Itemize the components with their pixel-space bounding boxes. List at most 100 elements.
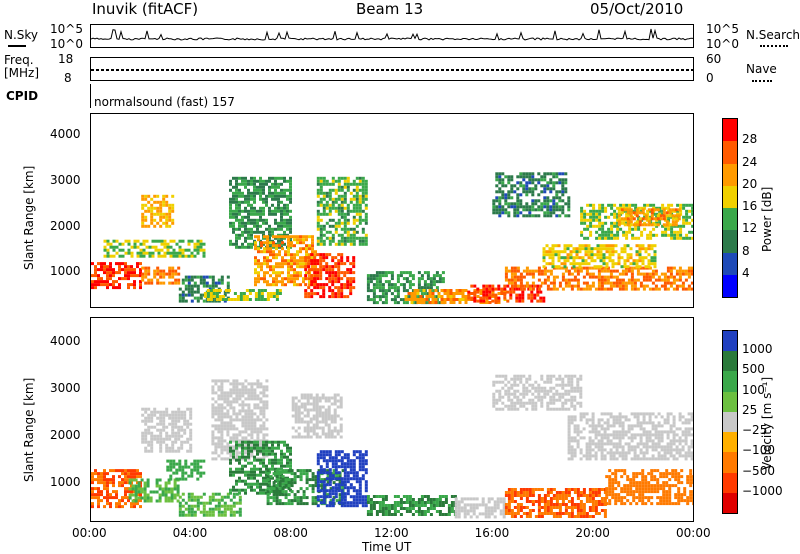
velocity-colorbar-tick: −500 bbox=[742, 463, 775, 478]
velocity-region bbox=[166, 459, 206, 481]
x-axis-tick: 16:00 bbox=[474, 526, 510, 540]
velocity-region bbox=[229, 440, 292, 495]
power-colorbar-segment bbox=[723, 163, 737, 186]
velocity-colorbar-tick: 500 bbox=[742, 362, 765, 377]
nsearch-tick-high: 10^5 bbox=[706, 22, 739, 36]
nave-tick-low: 0 bbox=[706, 71, 714, 85]
power-y-tick-4000: 4000 bbox=[50, 127, 81, 141]
power-colorbar-tick: 20 bbox=[742, 176, 758, 191]
power-colorbar-segment bbox=[723, 274, 737, 297]
power-colorbar-segment bbox=[723, 252, 737, 275]
power-heatmap bbox=[91, 172, 695, 305]
power-region bbox=[467, 284, 546, 303]
power-region bbox=[141, 194, 175, 228]
power-region bbox=[316, 176, 368, 246]
station-title: Inuvik (fitACF) bbox=[92, 0, 199, 18]
power-y-tick-3000: 3000 bbox=[50, 173, 81, 187]
power-region bbox=[91, 262, 142, 290]
power-region bbox=[617, 208, 681, 227]
velocity-region bbox=[454, 497, 506, 519]
velocity-colorbar-tick: −100 bbox=[742, 443, 775, 458]
freq-label: Freq. bbox=[4, 53, 34, 67]
power-colorbar-tick: 4 bbox=[742, 265, 750, 280]
velocity-y-tick-1000: 1000 bbox=[50, 475, 81, 489]
power-colorbar-segment bbox=[723, 230, 737, 253]
nsky-panel bbox=[90, 24, 694, 48]
nsky-line bbox=[90, 28, 694, 41]
freq-tick-low: 8 bbox=[64, 71, 72, 85]
velocity-region bbox=[492, 374, 583, 411]
x-axis-tick: 00:00 bbox=[72, 526, 107, 540]
nsky-tick-low: 10^0 bbox=[50, 37, 83, 51]
power-colorbar-tick: 12 bbox=[742, 221, 758, 236]
freq-tick-high: 18 bbox=[58, 52, 74, 66]
velocity-y-tick-2000: 2000 bbox=[50, 428, 81, 442]
velocity-colorbar-segment bbox=[723, 371, 737, 392]
velocity-colorbar bbox=[722, 330, 738, 514]
velocity-y-axis-label: Slant Range [km] bbox=[22, 377, 36, 482]
nsky-tick-high: 10^5 bbox=[50, 22, 83, 36]
power-colorbar-segment bbox=[723, 208, 737, 231]
velocity-colorbar-tick: 1000 bbox=[742, 342, 773, 357]
power-colorbar-segment bbox=[723, 185, 737, 208]
cpid-panel bbox=[90, 84, 695, 108]
nsearch-legend-line bbox=[760, 45, 788, 47]
freq-trace bbox=[91, 69, 693, 71]
velocity-region bbox=[605, 469, 696, 506]
velocity-colorbar-tick: 100 bbox=[742, 382, 765, 397]
freq-panel bbox=[90, 57, 694, 81]
x-axis-label: Time UT bbox=[362, 540, 412, 554]
velocity-colorbar-label: Velocity [m s⁻¹] bbox=[760, 376, 774, 470]
nave-label: Nave bbox=[746, 62, 777, 76]
velocity-colorbar-tick: −1000 bbox=[742, 483, 783, 498]
beam-title: Beam 13 bbox=[356, 0, 424, 18]
velocity-y-tick-4000: 4000 bbox=[50, 334, 81, 348]
power-region bbox=[304, 253, 356, 299]
power-colorbar-tick: 24 bbox=[742, 154, 758, 169]
velocity-region bbox=[128, 478, 180, 503]
velocity-colorbar-segment bbox=[723, 492, 737, 513]
velocity-colorbar-segment bbox=[723, 411, 737, 433]
nave-legend-line bbox=[752, 80, 772, 82]
velocity-colorbar-segment bbox=[723, 391, 737, 412]
power-region bbox=[203, 289, 282, 301]
power-region bbox=[141, 266, 181, 285]
velocity-region bbox=[366, 495, 457, 516]
velocity-y-tick-3000: 3000 bbox=[50, 381, 81, 395]
power-plot bbox=[90, 113, 695, 308]
power-colorbar bbox=[722, 118, 738, 298]
x-axis-tick: 12:00 bbox=[374, 526, 409, 540]
power-region bbox=[542, 244, 657, 269]
power-region bbox=[103, 239, 206, 258]
x-axis-tick: 20:00 bbox=[575, 526, 610, 540]
velocity-region bbox=[567, 412, 694, 461]
velocity-colorbar-segment bbox=[723, 331, 737, 352]
power-colorbar-tick: 8 bbox=[742, 243, 750, 258]
power-colorbar-tick: 28 bbox=[742, 132, 758, 147]
velocity-colorbar-tick: 25 bbox=[742, 402, 758, 417]
power-region bbox=[492, 172, 571, 218]
x-axis-tick: 04:00 bbox=[172, 526, 208, 540]
velocity-region bbox=[316, 450, 368, 508]
power-y-tick-2000: 2000 bbox=[50, 219, 81, 233]
velocity-colorbar-segment bbox=[723, 351, 737, 372]
power-colorbar-segment bbox=[723, 141, 737, 164]
nsearch-label: N.Search bbox=[746, 28, 800, 42]
power-colorbar-tick: 16 bbox=[742, 199, 758, 213]
velocity-region bbox=[178, 492, 242, 517]
nsky-label: N.Sky bbox=[4, 28, 39, 42]
power-y-axis-label: Slant Range [km] bbox=[22, 165, 36, 270]
x-axis-tick: 00:00 bbox=[676, 526, 711, 540]
velocity-colorbar-segment bbox=[723, 432, 737, 453]
power-y-tick-1000: 1000 bbox=[50, 264, 81, 278]
power-colorbar-label: Power [dB] bbox=[760, 186, 774, 252]
power-region bbox=[504, 266, 694, 291]
velocity-region bbox=[141, 407, 193, 453]
cpid-text: normalsound (fast) 157 bbox=[94, 95, 235, 109]
velocity-heatmap bbox=[91, 374, 696, 519]
cpid-label: CPID bbox=[6, 89, 39, 103]
velocity-colorbar-tick: −25 bbox=[742, 423, 768, 438]
nsky-legend-line bbox=[8, 45, 26, 47]
velocity-colorbar-segment bbox=[723, 452, 737, 473]
nsky-trace bbox=[90, 28, 694, 41]
